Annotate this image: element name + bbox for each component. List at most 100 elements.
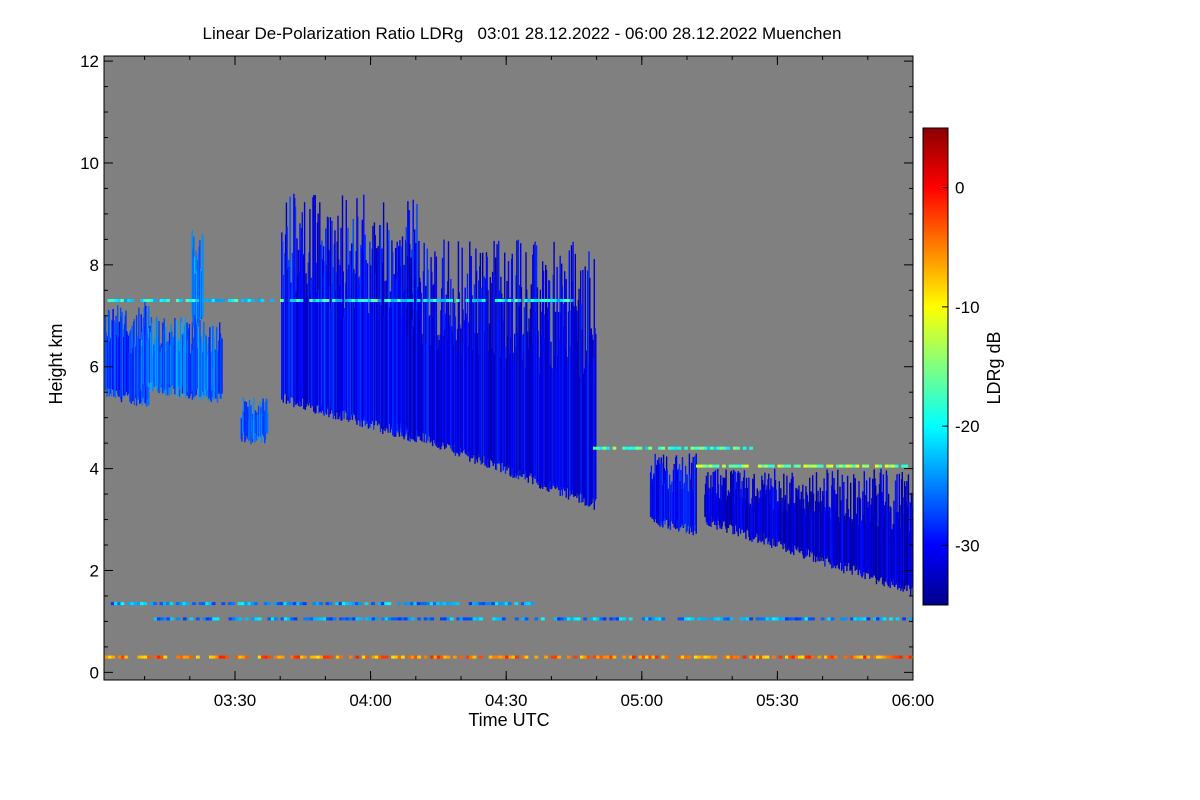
layer-segment	[368, 617, 373, 621]
cloud-column	[556, 266, 558, 485]
cloud-column	[444, 329, 446, 450]
layer-segment	[829, 464, 834, 468]
layer-segment	[156, 655, 161, 659]
cloud-column	[284, 234, 287, 394]
layer-segment	[635, 446, 640, 450]
layer-segment	[507, 299, 512, 302]
layer-segment	[289, 602, 294, 606]
cloud-column	[204, 333, 206, 396]
layer-segment	[710, 617, 714, 621]
cloud-column	[198, 246, 200, 327]
layer-segment	[286, 602, 291, 606]
cloud-column	[349, 250, 351, 420]
cloud-column	[506, 281, 508, 471]
cloud-column	[576, 341, 579, 493]
cloud-column	[523, 333, 525, 475]
layer-segment	[355, 655, 360, 659]
layer-segment	[214, 299, 219, 302]
cloud-column	[331, 220, 333, 411]
cloud-column	[781, 497, 783, 545]
layer-segment	[401, 655, 405, 659]
cloud-column	[412, 326, 415, 440]
layer-segment	[648, 617, 653, 621]
cloud-column	[408, 280, 410, 428]
cloud-column	[530, 284, 532, 474]
cloud-column	[332, 267, 335, 419]
layer-segment	[762, 617, 766, 621]
layer-segment	[492, 617, 496, 621]
layer-segment	[195, 655, 200, 659]
cloud-column	[256, 412, 258, 436]
layer-segment	[201, 299, 206, 302]
cloud-column	[306, 296, 309, 403]
cloud-column	[184, 317, 187, 399]
cloud-column	[115, 315, 117, 391]
layer-segment	[606, 655, 610, 659]
layer-segment	[391, 617, 395, 621]
layer-segment	[524, 602, 528, 606]
cloud-column	[459, 324, 461, 455]
layer-segment	[326, 655, 330, 659]
cloud-column	[194, 332, 197, 397]
cloud-column	[558, 340, 561, 490]
layer-segment	[781, 617, 786, 621]
cloud-column	[174, 317, 176, 395]
layer-segment	[264, 655, 269, 659]
layer-segment	[850, 655, 854, 659]
layer-segment	[609, 655, 614, 659]
cloud-column	[856, 513, 858, 570]
cloud-column	[128, 351, 130, 394]
layer-segment	[160, 655, 164, 659]
layer-segment	[459, 655, 464, 659]
cloud-column	[354, 308, 356, 416]
cloud-column	[335, 290, 337, 420]
layer-segment	[654, 655, 659, 659]
layer-segment	[563, 299, 567, 302]
cloud-column	[400, 266, 402, 423]
layer-segment	[706, 446, 711, 450]
layer-segment	[830, 617, 835, 621]
layer-segment	[130, 299, 135, 302]
layer-segment	[612, 655, 617, 659]
cloud-column	[586, 270, 589, 501]
cloud-column	[738, 497, 740, 529]
layer-segment	[130, 602, 135, 606]
layer-segment	[234, 299, 239, 302]
layer-segment	[777, 464, 782, 468]
layer-segment	[615, 617, 620, 621]
layer-segment	[817, 655, 822, 659]
cloud-feature	[140, 316, 223, 403]
layer-segment	[110, 299, 115, 302]
layer-segment	[878, 464, 883, 468]
layer-segment	[612, 446, 617, 450]
cloud-column	[429, 345, 431, 443]
layer-segment	[133, 602, 138, 606]
layer-segment	[456, 617, 461, 621]
cloud-column	[182, 333, 184, 387]
cloud-column	[826, 469, 828, 559]
layer-segment	[811, 617, 815, 621]
layer-segment	[514, 299, 519, 302]
layer-segment	[520, 602, 525, 606]
cloud-column	[680, 470, 682, 527]
layer-segment	[153, 299, 157, 302]
layer-segment	[726, 446, 731, 450]
cloud-column	[770, 478, 772, 537]
layer-segment	[602, 617, 607, 621]
layer-segment	[622, 446, 627, 450]
cloud-column	[203, 337, 206, 398]
layer-segment	[791, 617, 796, 621]
cloud-column	[865, 480, 868, 573]
layer-segment	[322, 617, 327, 621]
layer-segment	[527, 299, 532, 302]
cloud-column	[253, 397, 255, 433]
layer-segment	[898, 655, 903, 659]
cloud-column	[492, 351, 494, 466]
colorbar-tick-label: -20	[955, 417, 980, 436]
cloud-column	[494, 257, 497, 470]
cloud-column	[853, 474, 855, 565]
cloud-column	[302, 253, 304, 399]
cloud-column	[469, 274, 472, 459]
cloud-column	[846, 475, 849, 567]
cloud-column	[390, 307, 392, 430]
